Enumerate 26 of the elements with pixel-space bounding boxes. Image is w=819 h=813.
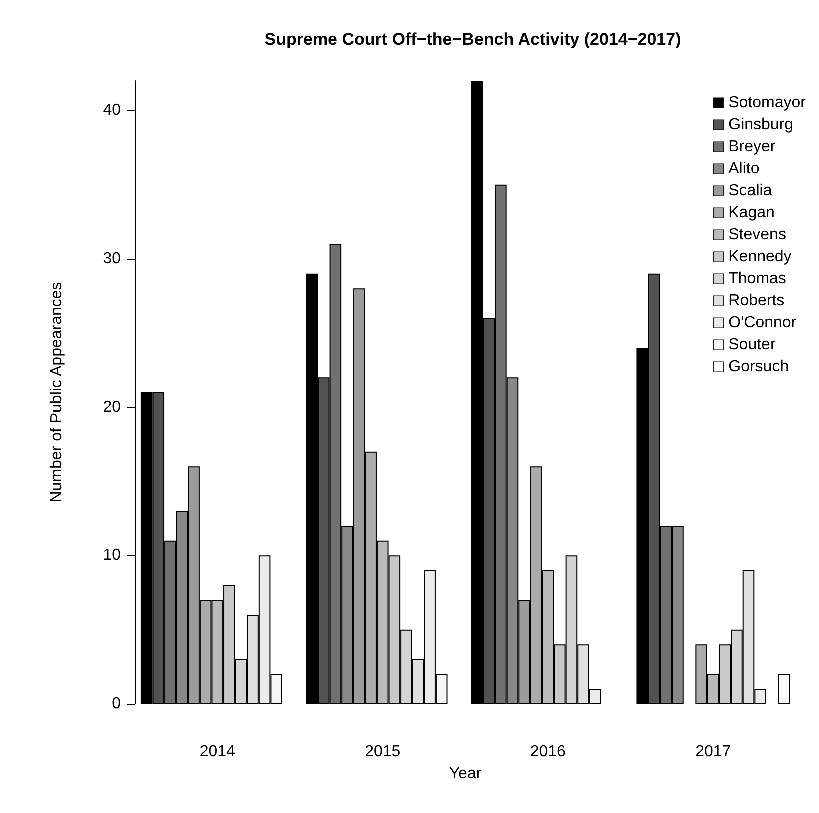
- legend-label: Kennedy: [728, 248, 792, 266]
- legend-label: Kagan: [728, 204, 775, 222]
- x-tick-label: 2015: [365, 744, 401, 760]
- y-tick-label: 40: [103, 102, 122, 120]
- legend-label: Scalia: [728, 182, 772, 200]
- legend-label: Sotomayor: [728, 94, 807, 112]
- legend-label: Alito: [728, 160, 760, 178]
- legend-label: Breyer: [728, 138, 776, 156]
- legend-label: Roberts: [728, 292, 785, 310]
- legend-label: Gorsuch: [728, 358, 790, 376]
- legend-label: Stevens: [728, 226, 786, 244]
- legend-label: Souter: [728, 336, 776, 354]
- y-tick-label: 10: [103, 547, 122, 564]
- legend-label: Ginsburg: [728, 116, 794, 134]
- chart-title: Supreme Court Off−the−Bench Activity (2014−2017): [264, 30, 682, 49]
- legend-label: Thomas: [728, 270, 786, 288]
- x-tick-label: 2016: [530, 744, 566, 760]
- x-tick-label: 2014: [200, 744, 236, 760]
- x-axis-title: Year: [449, 766, 482, 782]
- x-tick-label: 2017: [696, 744, 732, 760]
- bar: [778, 674, 790, 704]
- legend-label: O'Connor: [728, 314, 798, 332]
- y-tick-label: 30: [103, 250, 122, 268]
- y-axis-title: Number of Public Appearances: [48, 282, 66, 503]
- y-tick-label: 0: [112, 696, 122, 712]
- y-tick-label: 20: [103, 398, 122, 416]
